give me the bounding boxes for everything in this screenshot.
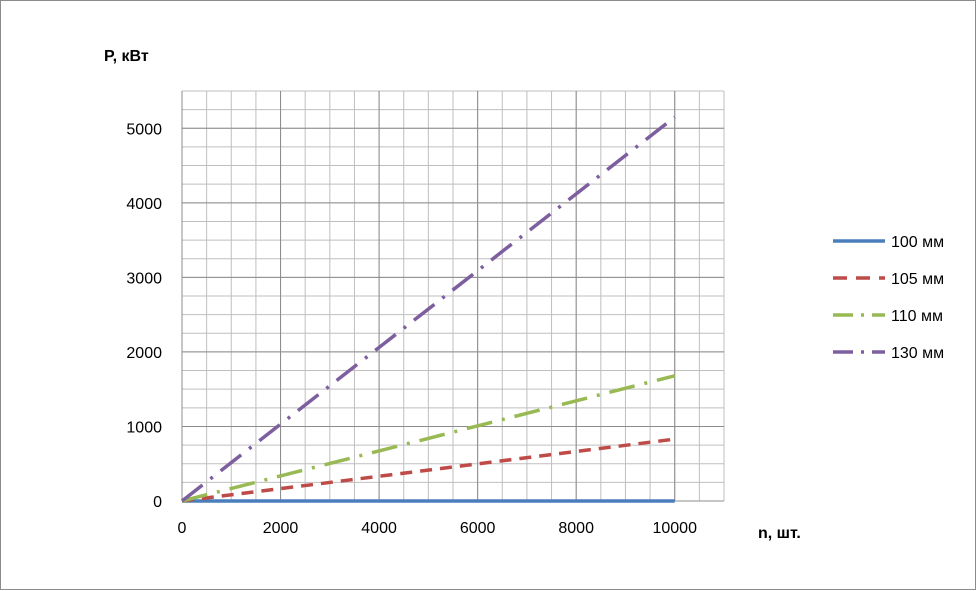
ticks-layer: 0 2000 4000 6000 8000 10000 0 1000 2000 3000 4000 5… (126, 121, 697, 537)
series-line (181, 437, 675, 503)
x-tick-label: 0 (178, 520, 187, 537)
y-axis-title: P, кВт (104, 48, 149, 65)
y-tick-label: 1000 (126, 419, 162, 436)
x-tick-label: 8000 (558, 520, 594, 537)
series-line (180, 115, 676, 503)
legend-label: 110 мм (891, 308, 943, 325)
x-tick-label: 6000 (460, 520, 496, 537)
x-tick-label: 4000 (361, 520, 397, 537)
legend: 100 мм 105 мм 110 мм 130 мм (833, 234, 944, 362)
y-tick-label: 2000 (126, 345, 162, 362)
x-tick-label: 2000 (263, 520, 299, 537)
legend-label: 100 мм (891, 234, 944, 251)
legend-label: 105 мм (891, 271, 944, 288)
y-tick-label: 5000 (126, 121, 162, 138)
series-line (181, 374, 676, 503)
y-tick-label: 3000 (126, 270, 162, 287)
legend-label: 130 мм (891, 345, 944, 362)
x-axis-title: n, шт. (758, 525, 801, 542)
series-layer (180, 115, 676, 503)
x-tick-label: 10000 (652, 520, 697, 537)
y-tick-label: 0 (153, 494, 162, 511)
y-tick-label: 4000 (126, 196, 162, 213)
